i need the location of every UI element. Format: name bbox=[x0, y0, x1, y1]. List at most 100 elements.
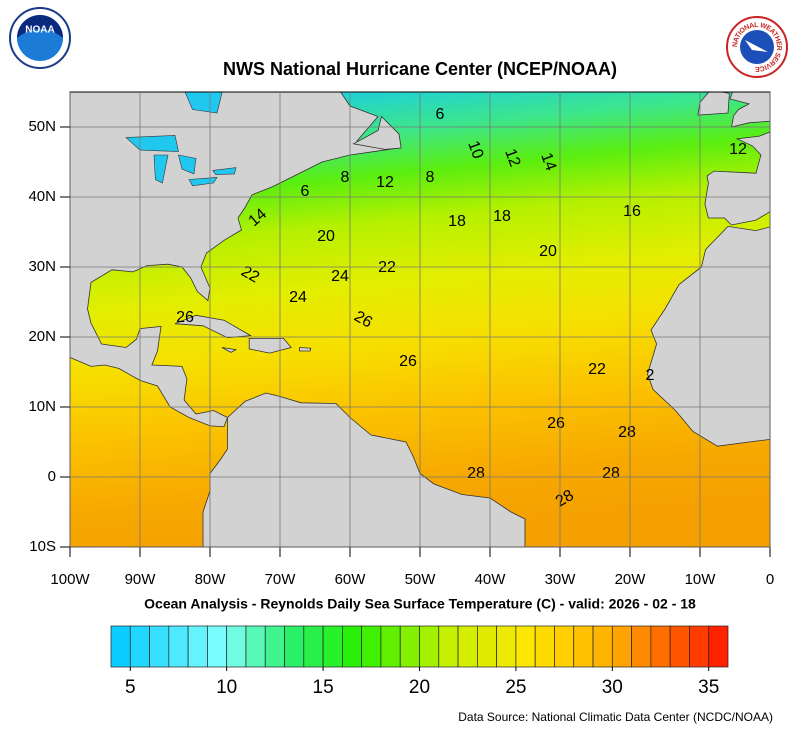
colorbar-box bbox=[534, 625, 555, 668]
contour-label: 28 bbox=[618, 424, 636, 441]
colorbar-box bbox=[592, 625, 613, 668]
land bbox=[70, 92, 400, 428]
land bbox=[729, 92, 770, 128]
lake bbox=[125, 135, 179, 152]
colorbar-label: 15 bbox=[313, 677, 334, 698]
contour-label: 12 bbox=[376, 174, 394, 191]
contour-label: 26 bbox=[351, 308, 375, 332]
contour-label: 14 bbox=[537, 151, 559, 174]
lon-tick-label: 70W bbox=[265, 571, 297, 588]
colorbar-label: 10 bbox=[216, 677, 237, 698]
contour-label: 12 bbox=[501, 147, 523, 170]
contour-label: 20 bbox=[317, 228, 335, 245]
colorbar-box bbox=[476, 625, 497, 668]
colorbar-label: 20 bbox=[409, 677, 430, 698]
colorbar-box bbox=[438, 625, 459, 668]
contour-label: 18 bbox=[493, 208, 511, 225]
lon-tick-label: 10W bbox=[685, 571, 717, 588]
land bbox=[221, 347, 238, 353]
contour-label: 24 bbox=[289, 289, 307, 306]
contour-label: 28 bbox=[553, 487, 577, 511]
lon-tick-label: 20W bbox=[615, 571, 647, 588]
contour-label: 6 bbox=[301, 183, 310, 200]
lon-tick-label: 100W bbox=[50, 571, 90, 588]
colorbar-box bbox=[631, 625, 652, 668]
title: NWS National Hurricane Center (NCEP/NOAA… bbox=[223, 59, 617, 79]
colorbar-box bbox=[457, 625, 478, 668]
contour-label: 26 bbox=[547, 415, 565, 432]
contour-label: 22 bbox=[378, 259, 396, 276]
lon-tick-label: 90W bbox=[125, 571, 157, 588]
contour-label: 26 bbox=[176, 309, 194, 326]
contour-label: 18 bbox=[448, 213, 466, 230]
colorbar-box bbox=[515, 625, 536, 668]
colorbar-label: 35 bbox=[698, 677, 719, 698]
lon-tick-label: 30W bbox=[545, 571, 577, 588]
colorbar-label: 5 bbox=[125, 677, 136, 698]
lat-tick-label: 10N bbox=[28, 398, 56, 415]
contour-label: 8 bbox=[426, 169, 435, 186]
contour-label: 16 bbox=[623, 203, 641, 220]
colorbar-box bbox=[496, 625, 517, 668]
land bbox=[299, 347, 312, 352]
lat-tick-label: 50N bbox=[28, 118, 56, 135]
colorbar-box bbox=[245, 625, 266, 668]
contour-label: 8 bbox=[341, 169, 350, 186]
lake bbox=[153, 154, 169, 184]
nws-logo: NATIONAL WEATHER SERVICE bbox=[726, 16, 788, 78]
lon-tick-label: 50W bbox=[405, 571, 437, 588]
colorbar-box bbox=[149, 625, 170, 668]
noaa-logo: NOAA bbox=[9, 7, 71, 69]
colorbar-box bbox=[264, 625, 285, 668]
colorbar-box bbox=[284, 625, 305, 668]
land bbox=[174, 314, 252, 339]
contour-label: 20 bbox=[539, 243, 557, 260]
contour-label: 6 bbox=[436, 106, 445, 123]
colorbar-label: 30 bbox=[602, 677, 623, 698]
lake bbox=[212, 167, 237, 175]
axes: 100W 90W 80W 70W 60W 50W 40W 30W 20W 10W 0 50N 40N 30… bbox=[28, 92, 774, 588]
land bbox=[352, 115, 402, 150]
colorbar-box bbox=[708, 625, 729, 668]
colorbar-box bbox=[129, 625, 150, 668]
lat-tick-label: 40N bbox=[28, 188, 56, 205]
colorbar-box bbox=[207, 625, 228, 668]
lon-tick-label: 80W bbox=[195, 571, 227, 588]
lon-tick-label: 0 bbox=[766, 571, 774, 588]
contour-label: 12 bbox=[729, 141, 747, 158]
lat-tick-label: 10S bbox=[29, 538, 56, 555]
colorbar-box bbox=[689, 625, 710, 668]
contour-label: 10 bbox=[464, 139, 486, 162]
contour-label: 26 bbox=[399, 353, 417, 370]
land bbox=[647, 225, 770, 447]
colorbar-box bbox=[110, 625, 131, 668]
contour-label: 28 bbox=[602, 465, 620, 482]
colorbar-box bbox=[650, 625, 671, 668]
lat-tick-label: 20N bbox=[28, 328, 56, 345]
logo-text: NOAA bbox=[25, 25, 54, 36]
lat-tick-label: 0 bbox=[48, 468, 56, 485]
contour-label: 22 bbox=[238, 263, 262, 287]
lon-tick-label: 60W bbox=[335, 571, 367, 588]
colorbar-box bbox=[187, 625, 208, 668]
contour-label: 28 bbox=[467, 465, 485, 482]
colorbar: 5 10 15 20 25 30 35 bbox=[110, 625, 729, 698]
contour-label: 22 bbox=[588, 361, 606, 378]
colorbar-box bbox=[399, 625, 420, 668]
contour-label: 24 bbox=[331, 268, 349, 285]
colorbar-label: 25 bbox=[505, 677, 526, 698]
land bbox=[704, 131, 770, 226]
contour-label: 2 bbox=[646, 367, 655, 384]
colorbar-box bbox=[342, 625, 363, 668]
colorbar-box bbox=[611, 625, 632, 668]
source: Data Source: National Climatic Data Cent… bbox=[458, 710, 773, 724]
lake bbox=[178, 154, 197, 175]
colorbar-box bbox=[419, 625, 440, 668]
colorbar-box bbox=[380, 625, 401, 668]
subtitle: Ocean Analysis - Reynolds Daily Sea Surf… bbox=[144, 596, 696, 612]
colorbar-box bbox=[573, 625, 594, 668]
lat-tick-label: 30N bbox=[28, 258, 56, 275]
colorbar-box bbox=[168, 625, 189, 668]
colorbar-box bbox=[322, 625, 343, 668]
